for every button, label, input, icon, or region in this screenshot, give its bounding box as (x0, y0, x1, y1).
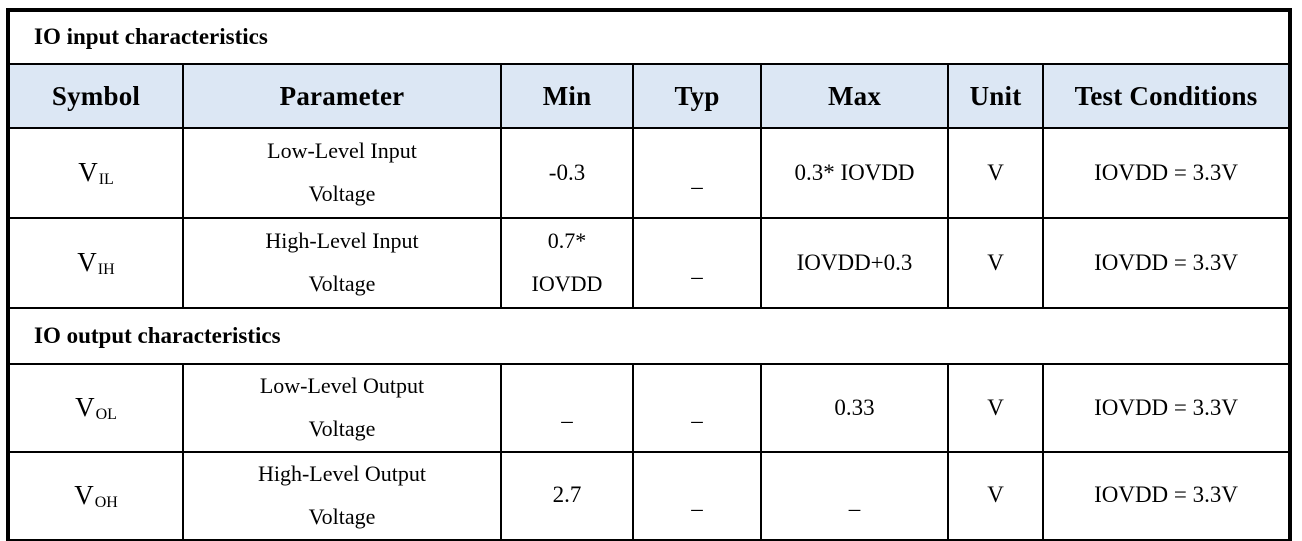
symbol-base: V (74, 480, 94, 511)
symbol-cell: VIL (7, 127, 184, 219)
output-section-title: IO output characteristics (6, 307, 1292, 365)
min-cell: – (500, 363, 634, 453)
table-header-row: Symbol Parameter Min Typ Max Unit Test C… (7, 63, 1292, 129)
parameter-cell: Low-Level Output Voltage (182, 363, 502, 453)
parameter-cell: High-Level Output Voltage (182, 450, 502, 541)
symbol-subscript: IL (98, 171, 114, 189)
max-cell: IOVDD+0.3 (760, 217, 949, 309)
typ-cell: – (632, 363, 762, 453)
typ-cell: – (632, 450, 762, 541)
unit-cell: V (947, 450, 1044, 541)
column-header-typ: Typ (632, 63, 762, 129)
test-conditions-cell: IOVDD = 3.3V (1041, 450, 1292, 541)
test-conditions-cell: IOVDD = 3.3V (1041, 363, 1292, 453)
test-conditions-cell: IOVDD = 3.3V (1041, 127, 1292, 219)
symbol-subscript: OH (94, 494, 118, 512)
table-row-vil: VIL Low-Level Input Voltage -0.3 – 0.3* … (7, 127, 1292, 219)
input-section-row: IO input characteristics (6, 9, 1292, 65)
table-row-voh: VOH High-Level Output Voltage 2.7 – – V … (7, 450, 1292, 541)
input-section-title: IO input characteristics (6, 9, 1292, 65)
table-row-vol: VOL Low-Level Output Voltage – – 0.33 V … (7, 363, 1292, 453)
column-header-test-conditions: Test Conditions (1041, 63, 1292, 129)
symbol-base: V (77, 247, 97, 278)
min-cell: -0.3 (500, 127, 634, 219)
symbol-base: V (78, 157, 98, 188)
min-cell: 0.7* IOVDD (500, 217, 634, 309)
symbol-base: V (75, 392, 95, 423)
parameter-cell: High-Level Input Voltage (182, 217, 502, 309)
symbol-cell: VOH (7, 450, 184, 541)
column-header-symbol: Symbol (7, 63, 184, 129)
unit-cell: V (947, 127, 1044, 219)
unit-cell: V (947, 363, 1044, 453)
column-header-unit: Unit (947, 63, 1044, 129)
typ-cell: – (632, 127, 762, 219)
max-cell: 0.33 (760, 363, 949, 453)
unit-cell: V (947, 217, 1044, 309)
symbol-subscript: OL (95, 406, 117, 424)
column-header-parameter: Parameter (182, 63, 502, 129)
column-header-min: Min (500, 63, 634, 129)
column-header-max: Max (760, 63, 949, 129)
table-row-vih: VIH High-Level Input Voltage 0.7* IOVDD … (7, 217, 1292, 309)
output-section-row: IO output characteristics (6, 307, 1292, 365)
max-cell: 0.3* IOVDD (760, 127, 949, 219)
min-cell: 2.7 (500, 450, 634, 541)
typ-cell: – (632, 217, 762, 309)
symbol-cell: VOL (7, 363, 184, 453)
symbol-subscript: IH (97, 261, 115, 279)
io-characteristics-table: IO input characteristics Symbol Paramete… (6, 8, 1293, 541)
max-cell: – (760, 450, 949, 541)
test-conditions-cell: IOVDD = 3.3V (1041, 217, 1292, 309)
symbol-cell: VIH (7, 217, 184, 309)
parameter-cell: Low-Level Input Voltage (182, 127, 502, 219)
